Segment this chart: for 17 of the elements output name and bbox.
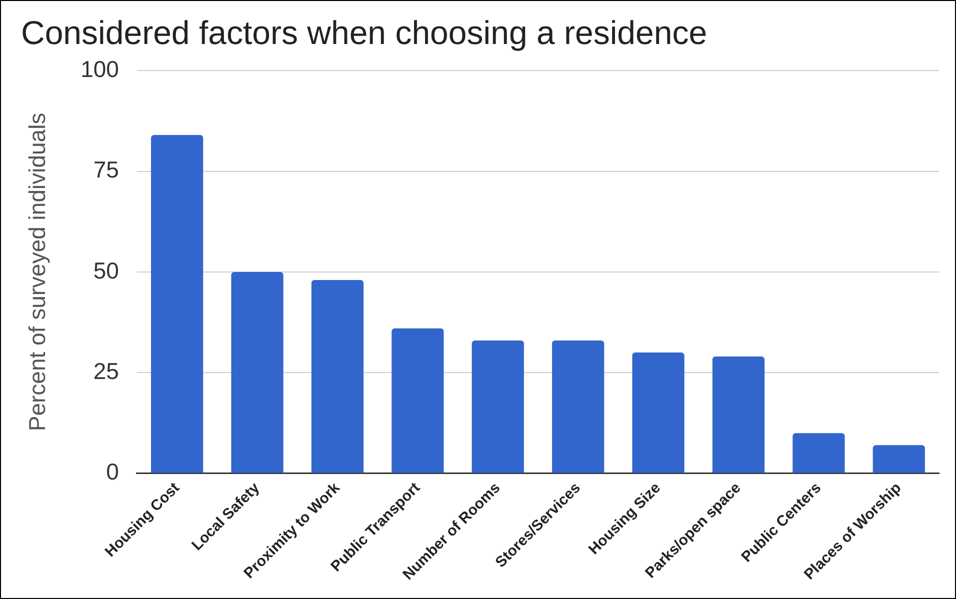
bar bbox=[311, 280, 364, 473]
y-axis-title: Percent of surveyed individuals bbox=[24, 112, 50, 432]
y-tick-label: 100 bbox=[80, 56, 119, 82]
y-tick-label: 0 bbox=[106, 458, 119, 485]
bar bbox=[552, 340, 604, 473]
bar bbox=[872, 445, 925, 473]
bar bbox=[792, 433, 845, 473]
bar bbox=[712, 356, 765, 473]
bar bbox=[231, 272, 284, 473]
bar bbox=[632, 352, 684, 473]
bar bbox=[472, 340, 524, 473]
bar bbox=[151, 135, 204, 473]
y-tick-label: 75 bbox=[93, 156, 119, 183]
bar bbox=[392, 328, 444, 473]
chart-title: Considered factors when choosing a residence bbox=[21, 14, 708, 51]
y-tick-label: 25 bbox=[93, 358, 119, 384]
y-tick-label: 50 bbox=[93, 257, 119, 284]
